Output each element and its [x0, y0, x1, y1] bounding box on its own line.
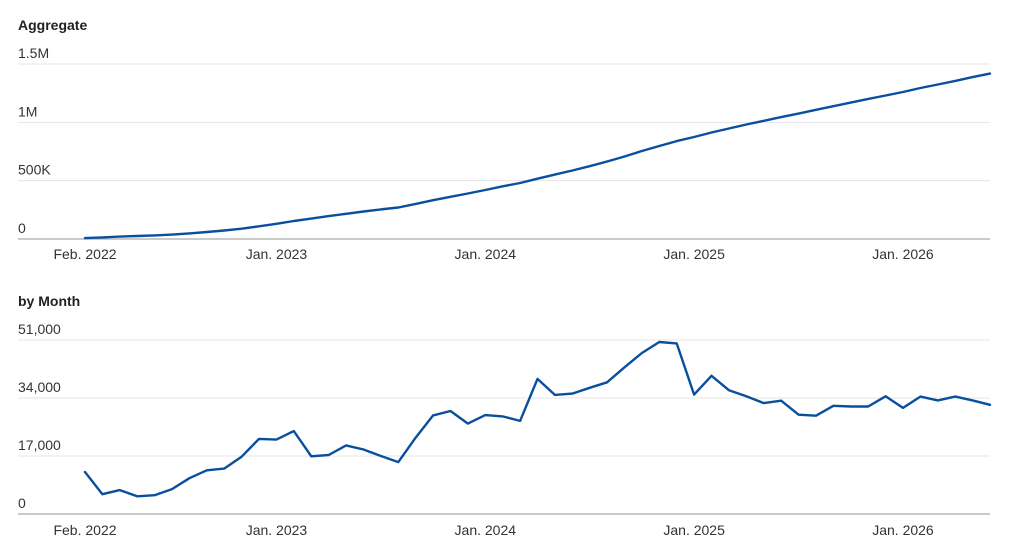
x-tick-label: Jan. 2023 [246, 246, 308, 262]
aggregate-chart: Aggregate 0 500K 1M 1.5M Feb. 2022 Jan. 2023 J… [18, 17, 992, 262]
y-tick-label: 500K [18, 162, 51, 178]
x-tick-label: Jan. 2026 [872, 522, 934, 538]
x-tick-label: Jan. 2026 [872, 246, 934, 262]
y-tick-label: 51,000 [18, 321, 61, 337]
by-month-chart-title: by Month [18, 293, 80, 309]
aggregate-chart-title: Aggregate [18, 17, 87, 33]
y-tick-label: 34,000 [18, 379, 61, 395]
series-line [83, 72, 992, 240]
y-tick-label: 17,000 [18, 437, 61, 453]
by-month-chart: by Month 0 17,000 34,000 51,000 Feb. 2022 Jan… [18, 293, 992, 538]
x-tick-label: Feb. 2022 [53, 522, 116, 538]
x-tick-label: Jan. 2025 [663, 522, 725, 538]
x-tick-label: Jan. 2024 [455, 522, 517, 538]
y-tick-label: 1M [18, 103, 37, 119]
y-tick-label: 0 [18, 220, 26, 236]
y-tick-label: 0 [18, 495, 26, 511]
x-tick-label: Jan. 2023 [246, 522, 308, 538]
x-tick-label: Jan. 2025 [663, 246, 725, 262]
x-tick-label: Feb. 2022 [53, 246, 116, 262]
y-tick-label: 1.5M [18, 45, 49, 61]
series-line [83, 340, 992, 498]
x-tick-label: Jan. 2024 [455, 246, 517, 262]
